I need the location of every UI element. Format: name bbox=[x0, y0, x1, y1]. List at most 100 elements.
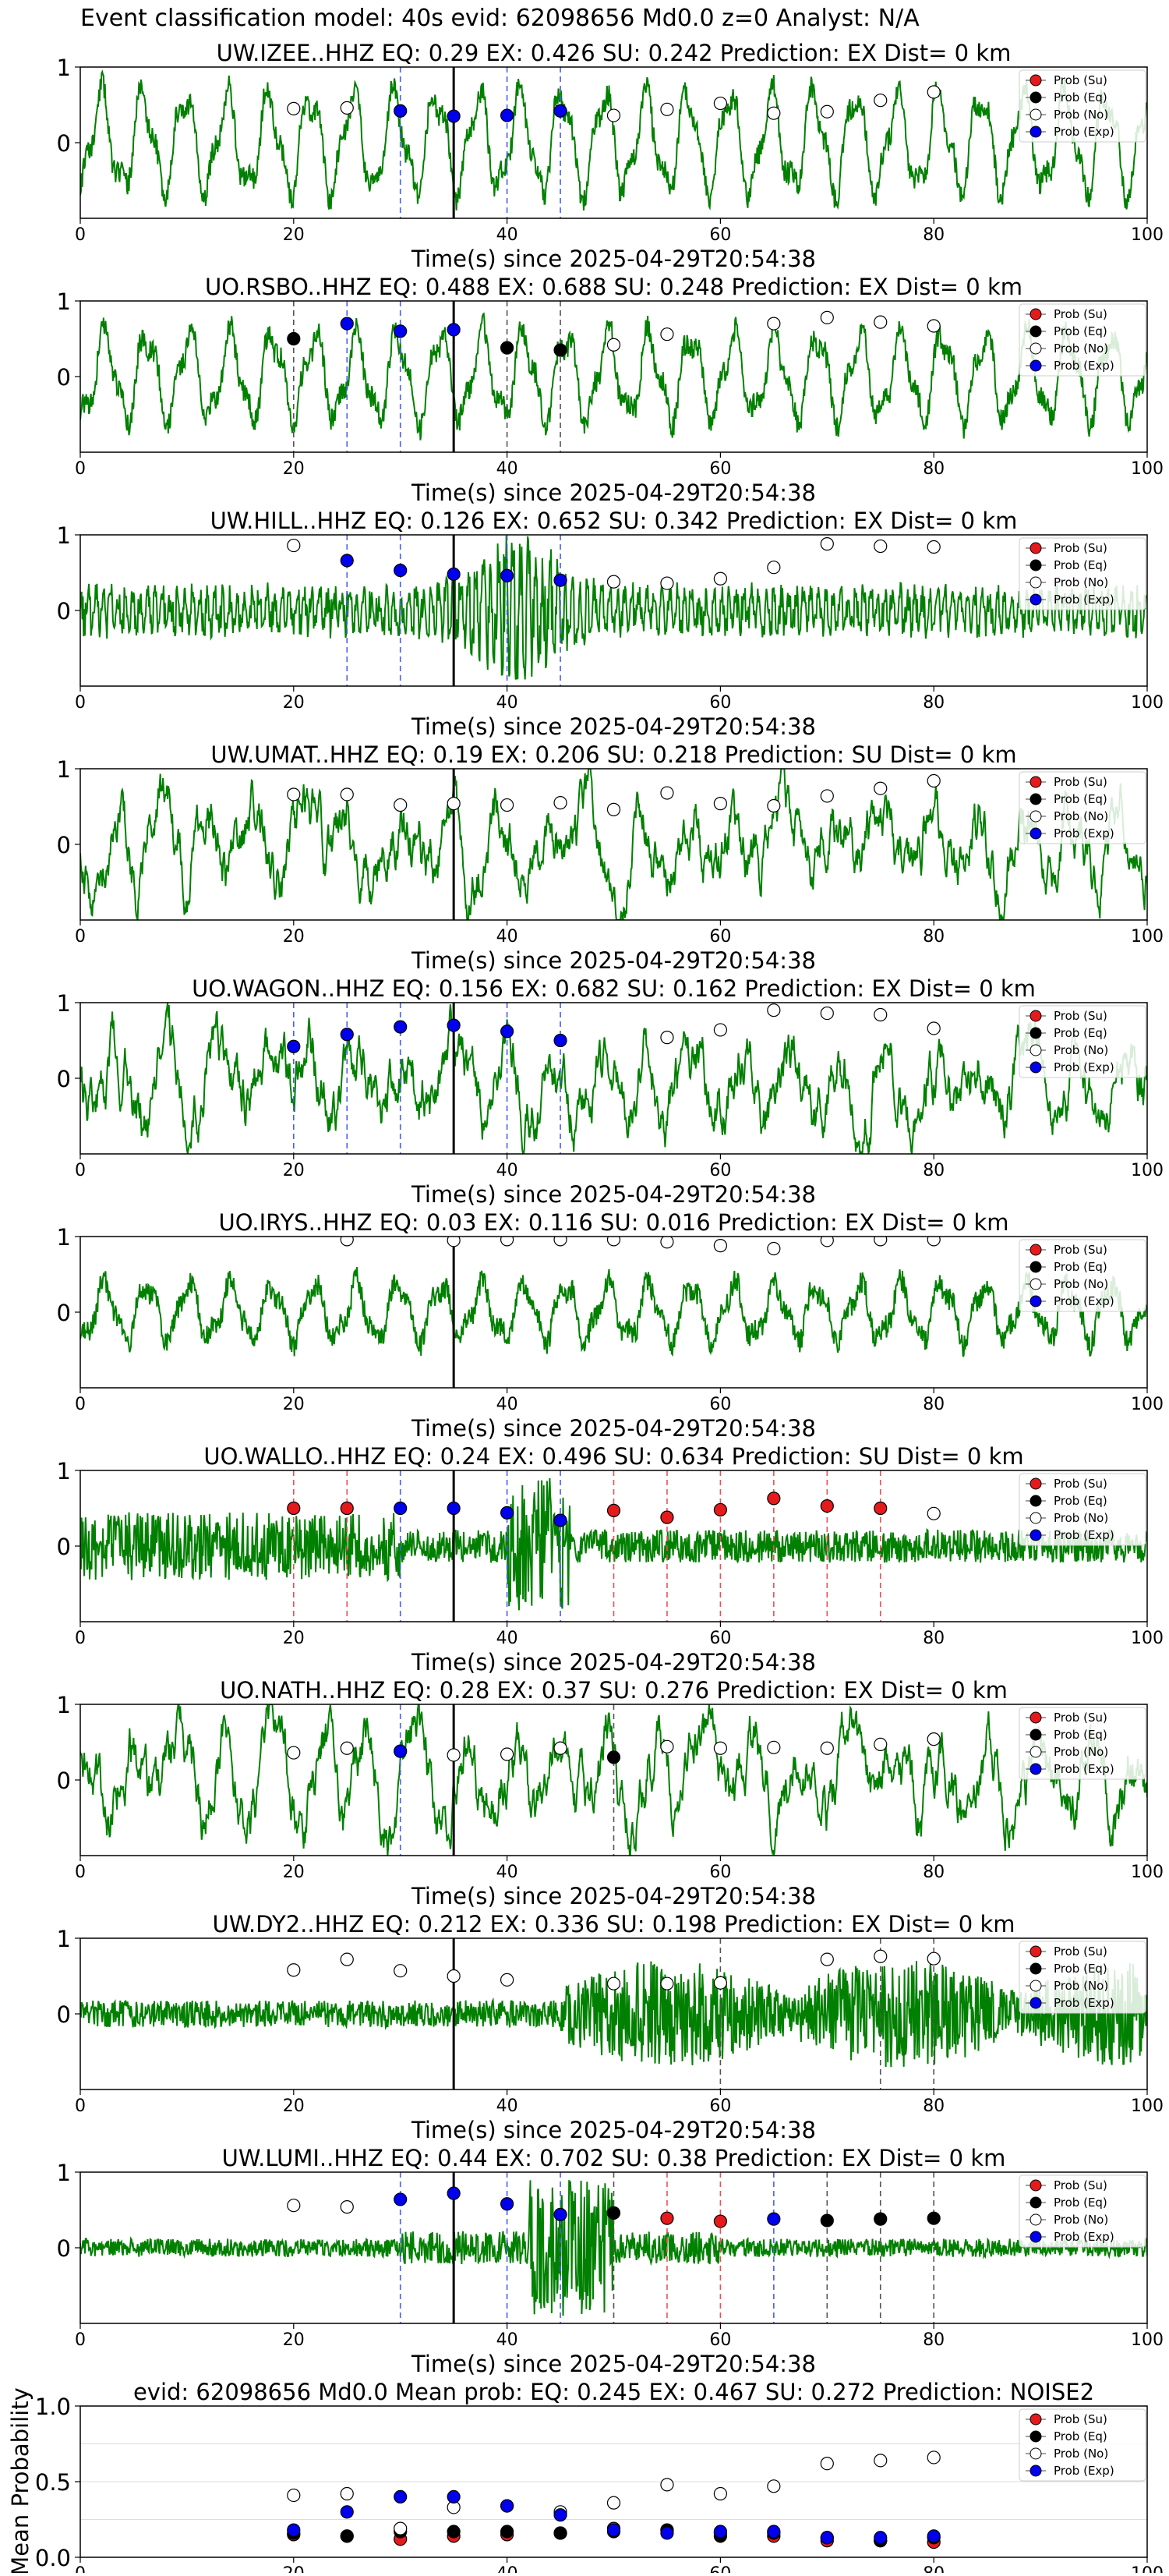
x-tick-label: 20 bbox=[283, 2097, 305, 2116]
prob-point-no bbox=[713, 797, 728, 811]
prob-point-exp bbox=[500, 1024, 514, 1039]
prob-point-no bbox=[820, 1741, 834, 1755]
y-tick-label: 0 bbox=[57, 1767, 71, 1794]
prob-point-no bbox=[447, 1237, 461, 1247]
legend-label-exp: Prob (Exp) bbox=[1054, 1528, 1114, 1542]
legend-marker-eq bbox=[1029, 559, 1042, 571]
x-tick-label: 40 bbox=[496, 1863, 518, 1882]
legend-marker-su bbox=[1029, 74, 1042, 87]
legend-marker-exp bbox=[1029, 126, 1042, 138]
legend-label-eq: Prob (Eq) bbox=[1054, 792, 1107, 806]
prob-point-no bbox=[713, 1741, 728, 1755]
legend-label-exp: Prob (Exp) bbox=[1054, 2230, 1114, 2244]
x-tick-label: 0 bbox=[75, 2564, 86, 2573]
prob-point-no bbox=[874, 539, 888, 554]
prob-point-no bbox=[340, 1741, 354, 1755]
prob-point-exp bbox=[394, 1020, 408, 1034]
x-tick-label: 100 bbox=[1131, 1863, 1164, 1882]
legend-box bbox=[1019, 1473, 1146, 1546]
legend-marker-no bbox=[1029, 1746, 1042, 1758]
y-tick-label: 1 bbox=[57, 288, 71, 315]
x-tick-label: 0 bbox=[75, 2097, 86, 2116]
prob-point-exp bbox=[447, 567, 461, 582]
legend-label-no: Prob (No) bbox=[1054, 575, 1108, 589]
x-tick-label: 80 bbox=[923, 1629, 945, 1648]
panel-7: UO.NATH..HHZ EQ: 0.28 EX: 0.37 SU: 0.276… bbox=[57, 1677, 1164, 1909]
x-tick-label: 100 bbox=[1131, 693, 1164, 713]
prob-point-no bbox=[927, 319, 941, 333]
y-tick-label: 0 bbox=[57, 1300, 71, 1326]
legend-marker-su bbox=[1029, 1711, 1042, 1724]
mean-point-no bbox=[927, 2450, 941, 2465]
prob-point-no bbox=[927, 85, 941, 99]
legend-box bbox=[1019, 1941, 1146, 2014]
prob-point-su bbox=[660, 1510, 674, 1524]
mean-point-exp bbox=[767, 2525, 781, 2539]
prob-point-no bbox=[820, 104, 834, 119]
legend-label-no: Prob (No) bbox=[1054, 1043, 1108, 1057]
mean-point-exp bbox=[713, 2525, 728, 2539]
prob-point-exp bbox=[447, 2186, 461, 2200]
waveform-trace bbox=[80, 769, 1147, 920]
panel-title: UO.WALLO..HHZ EQ: 0.24 EX: 0.496 SU: 0.6… bbox=[203, 1443, 1023, 1470]
legend-marker-su bbox=[1029, 776, 1042, 788]
prob-point-no bbox=[287, 101, 301, 115]
prob-point-su bbox=[820, 1499, 834, 1513]
legend-marker-exp bbox=[1029, 1295, 1042, 1307]
y-tick-label: 1 bbox=[57, 756, 71, 783]
legend-marker-su bbox=[1029, 1945, 1042, 1958]
legend-label-eq: Prob (Eq) bbox=[1054, 558, 1107, 572]
legend-marker-exp bbox=[1029, 827, 1042, 840]
legend-label-no: Prob (No) bbox=[1054, 1511, 1108, 1525]
panel-4: UO.WAGON..HHZ EQ: 0.156 EX: 0.682 SU: 0.… bbox=[57, 975, 1164, 1208]
x-tick-label: 0 bbox=[75, 1395, 86, 1414]
mean-point-exp bbox=[927, 2529, 941, 2543]
prob-point-no bbox=[287, 2199, 301, 2213]
x-tick-label: 100 bbox=[1131, 459, 1164, 479]
panel-title: UO.IRYS..HHZ EQ: 0.03 EX: 0.116 SU: 0.01… bbox=[219, 1209, 1009, 1236]
mean-point-no bbox=[340, 2486, 354, 2501]
prob-point-exp bbox=[553, 104, 567, 118]
prob-point-no bbox=[660, 1976, 674, 1990]
plot-area bbox=[80, 1003, 1147, 1154]
x-tick-label: 100 bbox=[1131, 2097, 1164, 2116]
x-axis-label: Time(s) since 2025-04-29T20:54:38 bbox=[411, 1883, 816, 1909]
mean-point-eq bbox=[340, 2529, 354, 2543]
prob-point-no bbox=[820, 1006, 834, 1021]
y-tick-label: 0 bbox=[57, 1066, 71, 1092]
x-tick-label: 80 bbox=[923, 1863, 945, 1882]
x-tick-label: 100 bbox=[1131, 927, 1164, 947]
prob-point-su bbox=[767, 1491, 781, 1506]
x-tick-label: 80 bbox=[923, 459, 945, 479]
waveform-trace bbox=[80, 312, 1147, 441]
legend-marker-no bbox=[1029, 1044, 1042, 1056]
legend-box bbox=[1019, 537, 1146, 610]
prob-point-no bbox=[820, 310, 834, 324]
x-axis-label: Time(s) since 2025-04-29T20:54:38 bbox=[411, 1181, 816, 1208]
x-tick-label: 80 bbox=[923, 1395, 945, 1414]
x-tick-label: 80 bbox=[923, 225, 945, 245]
prob-point-no bbox=[820, 537, 834, 551]
x-tick-label: 100 bbox=[1131, 2330, 1164, 2350]
prob-point-su bbox=[287, 1501, 301, 1516]
legend-marker-su bbox=[1029, 2179, 1042, 2192]
prob-point-eq bbox=[927, 2211, 941, 2225]
x-tick-label: 0 bbox=[75, 1629, 86, 1648]
mean-point-no bbox=[874, 2454, 888, 2468]
panel-8: UW.DY2..HHZ EQ: 0.212 EX: 0.336 SU: 0.19… bbox=[57, 1911, 1164, 2143]
prob-point-eq bbox=[553, 343, 567, 357]
prob-point-no bbox=[606, 802, 621, 816]
prob-point-su bbox=[606, 1503, 621, 1518]
prob-point-no bbox=[500, 1747, 514, 1761]
prob-point-no bbox=[927, 1506, 941, 1520]
prob-point-no bbox=[660, 1237, 674, 1249]
legend-marker-exp bbox=[1029, 2231, 1042, 2243]
legend-marker-eq bbox=[1029, 2196, 1042, 2209]
prob-point-no bbox=[553, 1237, 567, 1247]
x-tick-label: 20 bbox=[283, 2330, 305, 2350]
panel-9: UW.LUMI..HHZ EQ: 0.44 EX: 0.702 SU: 0.38… bbox=[57, 2145, 1164, 2377]
x-tick-label: 0 bbox=[75, 2330, 86, 2350]
y-tick-label: 0 bbox=[57, 2001, 71, 2028]
prob-point-no bbox=[767, 1241, 781, 1256]
x-tick-label: 80 bbox=[923, 2097, 945, 2116]
